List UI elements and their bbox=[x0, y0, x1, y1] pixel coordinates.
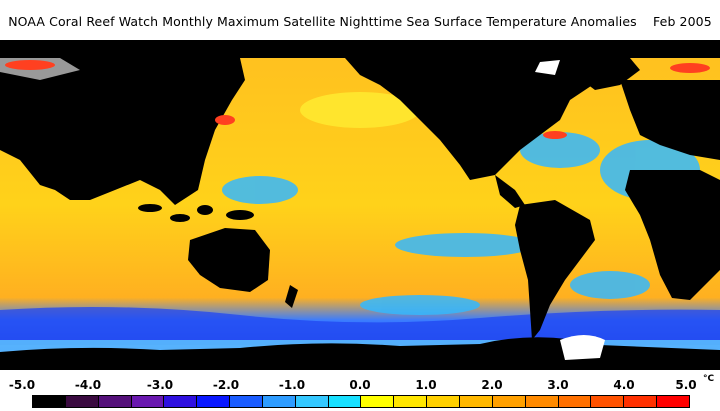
greenland bbox=[560, 58, 640, 90]
colorbar-tick: 3.0 bbox=[547, 378, 569, 392]
colorbar-swatch bbox=[558, 396, 592, 407]
colorbar-swatch bbox=[197, 396, 231, 407]
colorbar-tick: -1.0 bbox=[278, 378, 306, 392]
colorbar-tick: 0.0 bbox=[349, 378, 371, 392]
colorbar-swatch bbox=[262, 396, 296, 407]
colorbar-swatch bbox=[230, 396, 263, 407]
colorbar-tick: 5.0 bbox=[675, 378, 697, 392]
colorbar-swatch bbox=[427, 396, 460, 407]
map-title: NOAA Coral Reef Watch Monthly Maximum Sa… bbox=[8, 14, 712, 29]
africa bbox=[625, 170, 720, 300]
colorbar-swatch bbox=[328, 396, 362, 407]
colorbar-swatch bbox=[33, 396, 66, 407]
colorbar-tick: -2.0 bbox=[212, 378, 240, 392]
colorbar-tick: 2.0 bbox=[481, 378, 503, 392]
colorbar-swatch bbox=[394, 396, 428, 407]
warm-anomaly-spots bbox=[5, 60, 710, 139]
eurasia bbox=[0, 58, 245, 205]
colorbar-unit: °C bbox=[703, 374, 715, 384]
colorbar-swatch bbox=[164, 396, 198, 407]
colorbar-swatch bbox=[65, 396, 99, 407]
colorbar-tick: 4.0 bbox=[613, 378, 635, 392]
colorbar-tick: -5.0 bbox=[8, 378, 36, 392]
colorbar-swatch bbox=[525, 396, 559, 407]
antarctica bbox=[0, 337, 720, 370]
colorbar-tick: 1.0 bbox=[415, 378, 437, 392]
colorbar bbox=[32, 395, 690, 408]
colorbar-swatch bbox=[657, 396, 689, 407]
indonesia bbox=[138, 204, 254, 222]
arctic-land bbox=[0, 40, 720, 58]
colorbar-swatch bbox=[624, 396, 658, 407]
south-america bbox=[515, 200, 595, 340]
colorbar-swatch bbox=[295, 396, 329, 407]
colorbar-swatch bbox=[591, 396, 625, 407]
colorbar-swatch bbox=[459, 396, 493, 407]
colorbar-tick: -4.0 bbox=[74, 378, 102, 392]
colorbar-swatch bbox=[492, 396, 526, 407]
colorbar-swatch bbox=[361, 396, 395, 407]
colorbar-swatch bbox=[131, 396, 165, 407]
sst-anomaly-map bbox=[0, 40, 720, 370]
colorbar-labels: -5.0 -4.0 -3.0 -2.0 -1.0 0.0 1.0 2.0 3.0… bbox=[0, 374, 720, 394]
colorbar-swatch bbox=[98, 396, 132, 407]
europe bbox=[620, 80, 720, 160]
north-america bbox=[345, 58, 600, 180]
colorbar-tick: -3.0 bbox=[146, 378, 174, 392]
australia bbox=[188, 228, 270, 292]
